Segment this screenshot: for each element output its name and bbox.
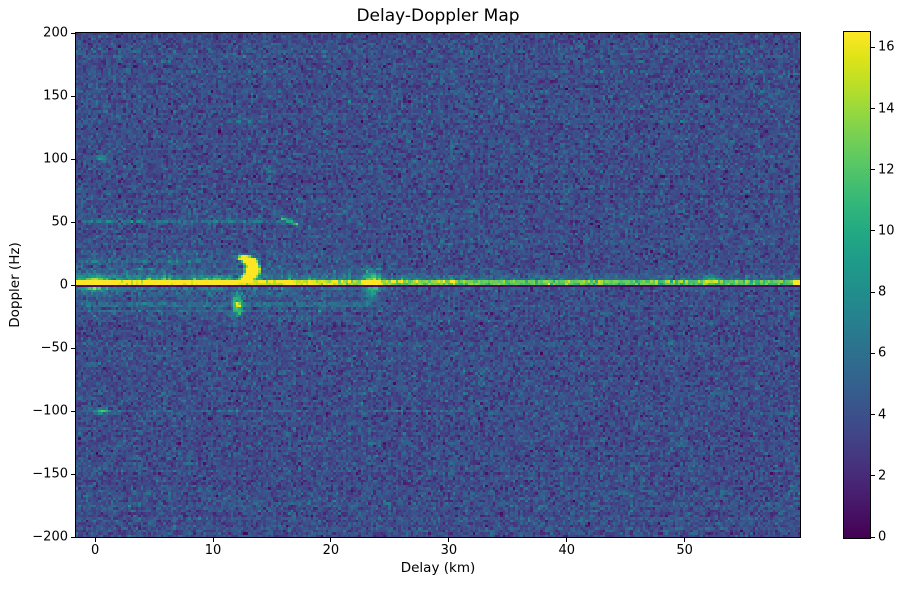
y-tick-label: 150	[43, 88, 68, 104]
x-tick-mark	[212, 538, 214, 542]
colorbar	[843, 31, 871, 539]
heatmap-canvas	[76, 33, 800, 537]
y-tick-label: −50	[40, 340, 68, 356]
colorbar-tick-mark	[871, 291, 875, 293]
colorbar-tick-mark	[871, 352, 875, 354]
y-tick-label: 100	[43, 151, 68, 167]
chart-title: Delay-Doppler Map	[356, 6, 520, 26]
colorbar-tick-mark	[871, 475, 875, 477]
x-tick-label: 30	[440, 543, 458, 558]
y-tick-label: −100	[32, 403, 68, 419]
colorbar-tick-label: 4	[878, 407, 887, 423]
colorbar-tick-label: 16	[878, 39, 895, 55]
x-tick-label: 10	[204, 543, 222, 558]
colorbar-tick-label: 0	[878, 529, 887, 545]
colorbar-tick-label: 8	[878, 284, 887, 300]
colorbar-tick-label: 12	[878, 162, 895, 178]
y-tick-label: −150	[32, 466, 68, 482]
x-tick-mark	[94, 538, 96, 542]
x-tick-label: 50	[676, 543, 693, 558]
x-tick-label: 40	[558, 543, 576, 558]
y-tick-mark	[71, 221, 75, 223]
colorbar-tick-mark	[871, 46, 875, 48]
plot-area	[75, 32, 801, 538]
colorbar-tick-mark	[871, 536, 875, 538]
y-tick-mark	[71, 95, 75, 97]
colorbar-canvas	[844, 32, 870, 538]
y-tick-label: 50	[51, 214, 68, 230]
x-tick-label: 0	[90, 543, 100, 558]
y-tick-label: −200	[32, 529, 68, 545]
colorbar-tick-label: 14	[878, 101, 895, 116]
y-tick-mark	[71, 536, 75, 538]
y-tick-mark	[71, 158, 75, 160]
x-axis-label: Delay (km)	[400, 560, 476, 576]
y-tick-mark	[71, 284, 75, 286]
x-tick-mark	[684, 538, 686, 542]
y-tick-label: 200	[43, 25, 68, 41]
y-tick-mark	[71, 32, 75, 34]
colorbar-tick-label: 10	[878, 223, 895, 239]
y-tick-label: 0	[59, 277, 68, 293]
colorbar-tick-mark	[871, 230, 875, 232]
colorbar-tick-mark	[871, 414, 875, 416]
x-tick-label: 20	[322, 543, 340, 558]
y-tick-mark	[71, 473, 75, 475]
y-tick-mark	[71, 347, 75, 349]
colorbar-tick-mark	[871, 108, 875, 109]
x-tick-mark	[330, 538, 332, 542]
x-tick-mark	[448, 538, 450, 542]
colorbar-tick-label: 6	[878, 345, 887, 361]
x-tick-mark	[566, 538, 568, 542]
y-tick-mark	[71, 410, 75, 412]
colorbar-tick-label: 2	[878, 468, 887, 484]
colorbar-tick-mark	[871, 169, 875, 171]
